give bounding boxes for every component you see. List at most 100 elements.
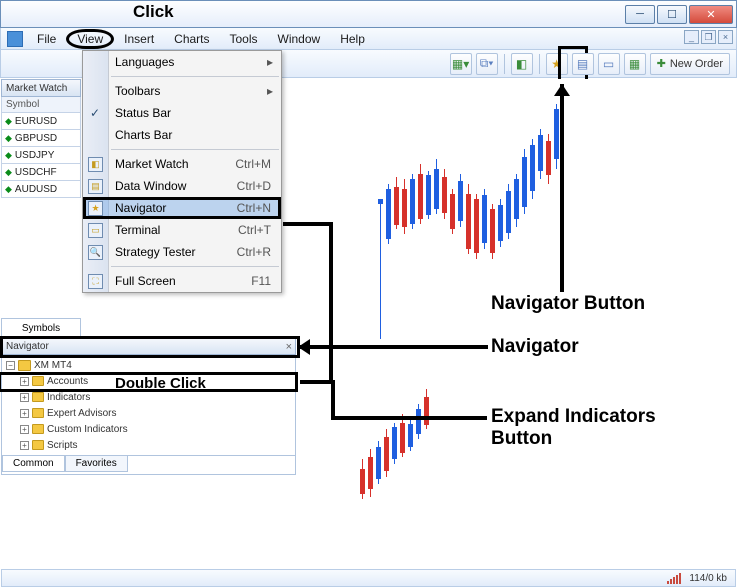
tree-item-label: Scripts <box>47 440 78 451</box>
data-window-button[interactable]: ▤ <box>572 53 594 75</box>
menu-window[interactable]: Window <box>268 30 331 48</box>
navigator-tabs: Common Favorites <box>2 455 295 472</box>
expand-icon[interactable]: + <box>20 425 29 434</box>
menu-tools[interactable]: Tools <box>220 30 268 48</box>
symbol-label: AUDUSD <box>15 184 57 195</box>
annotation-line <box>329 222 333 382</box>
annotation-line <box>283 222 333 226</box>
collapse-icon[interactable]: − <box>6 361 15 370</box>
folder-icon <box>32 408 44 418</box>
symbols-tab[interactable]: Symbols <box>1 318 81 338</box>
arrowhead-icon <box>554 84 570 96</box>
market-watch-button[interactable]: ◧ <box>511 53 533 75</box>
toolbar-separator <box>504 54 505 74</box>
menu-languages[interactable]: Languages▸ <box>83 51 281 73</box>
menu-file[interactable]: File <box>27 30 66 48</box>
navigator-close-icon[interactable]: × <box>286 341 292 353</box>
expand-icon[interactable]: + <box>20 393 29 402</box>
minimize-button[interactable]: ─ <box>625 5 655 24</box>
annotation-click-top: Click <box>133 2 174 22</box>
folder-icon <box>32 376 44 386</box>
arrow-up-icon: ◆ <box>5 184 12 195</box>
menu-insert[interactable]: Insert <box>114 30 164 48</box>
annotation-double-click: Double Click <box>115 375 206 392</box>
navigator-tree: −XM MT4 + Accounts + Indicators + Expert Advi… <box>1 355 296 475</box>
menu-terminal[interactable]: ▭TerminalCtrl+T <box>83 219 281 241</box>
navigator-panel: Navigator × −XM MT4 + Accounts + Indicators… <box>1 338 296 475</box>
expand-icon[interactable]: + <box>20 409 29 418</box>
market-watch-title: Market Watch <box>1 79 81 97</box>
tab-common[interactable]: Common <box>2 456 65 472</box>
menu-full-screen[interactable]: ⛶Full ScreenF11 <box>83 270 281 292</box>
strategy-tester-icon: 🔍 <box>88 245 103 260</box>
market-watch-row[interactable]: ◆USDJPY <box>1 147 81 164</box>
annotation-line <box>331 380 335 420</box>
profiles-button[interactable]: ⧉▾ <box>476 53 498 75</box>
arrow-up-icon: ◆ <box>5 133 12 144</box>
menu-status-bar[interactable]: ✓Status Bar <box>83 102 281 124</box>
tab-favorites[interactable]: Favorites <box>65 456 128 472</box>
tree-root[interactable]: −XM MT4 <box>2 357 295 373</box>
tree-item-expert-advisors[interactable]: + Expert Advisors <box>2 405 295 421</box>
menu-navigator[interactable]: ★NavigatorCtrl+N <box>83 197 281 219</box>
expand-icon[interactable]: + <box>20 441 29 450</box>
menubar: File View Insert Charts Tools Window Hel… <box>0 28 737 50</box>
tree-item-label: Accounts <box>47 376 88 387</box>
menu-strategy-tester[interactable]: 🔍Strategy TesterCtrl+R <box>83 241 281 263</box>
market-watch-row[interactable]: ◆EURUSD <box>1 113 81 130</box>
annotation-line <box>560 84 564 292</box>
mdi-controls: _ ❐ × <box>684 30 733 44</box>
arrow-up-icon: ◆ <box>5 150 12 161</box>
tree-item-custom-indicators[interactable]: +Custom Indicators <box>2 421 295 437</box>
fullscreen-icon: ⛶ <box>88 274 103 289</box>
mdi-close[interactable]: × <box>718 30 733 44</box>
annotation-navigator: Navigator <box>491 336 579 358</box>
folder-icon <box>18 360 31 371</box>
tree-item-label: Indicators <box>47 392 90 403</box>
new-order-label: New Order <box>670 58 723 70</box>
market-watch-row[interactable]: ◆GBPUSD <box>1 130 81 147</box>
status-bar: 114/0 kb <box>1 569 736 587</box>
menu-market-watch[interactable]: ◧Market WatchCtrl+M <box>83 153 281 175</box>
data-window-icon: ▤ <box>88 179 103 194</box>
menu-view[interactable]: View <box>66 29 114 49</box>
annotation-line <box>331 416 487 420</box>
new-chart-button[interactable]: ▦▾ <box>450 53 472 75</box>
menu-charts-bar[interactable]: Charts Bar <box>83 124 281 146</box>
view-dropdown: Languages▸ Toolbars▸ ✓Status Bar Charts … <box>82 50 282 293</box>
market-watch-header: Symbol <box>1 97 81 113</box>
new-order-button[interactable]: ✚New Order <box>650 53 730 75</box>
mdi-restore[interactable]: ❐ <box>701 30 716 44</box>
folder-icon <box>32 424 44 434</box>
arrow-up-icon: ◆ <box>5 167 12 178</box>
connection-bars-icon <box>667 573 681 584</box>
menu-toolbars[interactable]: Toolbars▸ <box>83 80 281 102</box>
terminal-icon: ▭ <box>88 223 103 238</box>
arrowhead-icon <box>298 339 310 355</box>
tree-item-scripts[interactable]: + Scripts <box>2 437 295 453</box>
menu-help[interactable]: Help <box>330 30 375 48</box>
toolbar-separator <box>539 54 540 74</box>
expand-icon[interactable]: + <box>20 377 29 386</box>
market-watch-row[interactable]: ◆AUDUSD <box>1 181 81 198</box>
mdi-minimize[interactable]: _ <box>684 30 699 44</box>
market-watch-panel: Market Watch Symbol ◆EURUSD◆GBPUSD◆USDJP… <box>1 79 81 338</box>
symbol-label: GBPUSD <box>15 133 57 144</box>
annotation-expand-indicators: Expand Indicators Button <box>491 406 656 450</box>
folder-icon <box>32 440 44 450</box>
symbol-label: EURUSD <box>15 116 57 127</box>
close-button[interactable]: ✕ <box>689 5 733 24</box>
maximize-button[interactable]: ☐ <box>657 5 687 24</box>
strategy-tester-button[interactable]: ▦ <box>624 53 646 75</box>
status-speed: 114/0 kb <box>689 573 727 584</box>
market-watch-row[interactable]: ◆USDCHF <box>1 164 81 181</box>
chart-area[interactable] <box>300 79 735 566</box>
navigator-title: Navigator <box>6 341 49 352</box>
tree-item-label: Expert Advisors <box>47 408 116 419</box>
menu-data-window[interactable]: ▤Data WindowCtrl+D <box>83 175 281 197</box>
arrow-up-icon: ◆ <box>5 116 12 127</box>
market-watch-icon: ◧ <box>88 157 103 172</box>
terminal-button[interactable]: ▭ <box>598 53 620 75</box>
menu-charts[interactable]: Charts <box>164 30 219 48</box>
annotation-line <box>300 380 335 384</box>
